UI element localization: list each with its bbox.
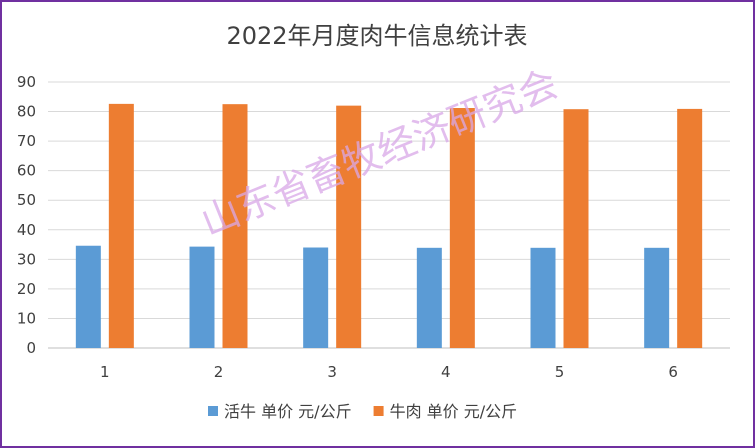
y-tick-label: 80: [17, 103, 36, 121]
y-axis-ticks: 0 10 20 30 40 50 60 70 80 90: [17, 73, 36, 357]
bar-series1-cat1: [75, 245, 101, 348]
legend-label: 活牛 单价 元/公斤: [224, 402, 352, 421]
legend-label: 牛肉 单价 元/公斤: [390, 402, 518, 421]
y-tick-label: 90: [17, 73, 36, 91]
y-tick-label: 70: [17, 132, 36, 150]
y-tick-label: 60: [17, 162, 36, 180]
x-tick-label: 1: [100, 363, 110, 381]
chart-title: 2022年月度肉牛信息统计表: [226, 22, 527, 50]
x-tick-label: 6: [668, 363, 678, 381]
legend: 活牛 单价 元/公斤 牛肉 单价 元/公斤: [208, 402, 517, 421]
x-tick-label: 5: [555, 363, 565, 381]
y-tick-label: 20: [17, 280, 36, 298]
legend-swatch: [373, 406, 384, 416]
legend-swatch: [208, 406, 218, 416]
x-tick-label: 2: [214, 363, 224, 381]
bar-series2-cat4: [449, 108, 475, 349]
bar-series1-cat4: [416, 247, 442, 348]
bar-series1-cat6: [644, 247, 670, 348]
x-axis-ticks: 1 2 3 4 5 6: [100, 363, 678, 381]
grid-lines: [48, 81, 730, 349]
bars-group: [75, 103, 703, 349]
bar-series2-cat1: [108, 103, 134, 348]
bar-series2-cat5: [563, 109, 589, 349]
x-tick-label: 3: [327, 363, 337, 381]
y-tick-label: 40: [17, 221, 36, 239]
y-tick-label: 0: [26, 339, 36, 357]
y-tick-label: 10: [17, 309, 36, 327]
y-tick-label: 30: [17, 250, 36, 268]
x-tick-label: 4: [441, 363, 451, 381]
bar-series2-cat3: [336, 105, 362, 349]
watermark-text: 山东省畜牧经济研究会: [195, 61, 564, 244]
bar-series2-cat2: [222, 104, 248, 349]
bar-series1-cat2: [189, 246, 215, 348]
bar-series2-cat6: [677, 108, 703, 348]
bar-series1-cat5: [530, 247, 556, 348]
bar-series1-cat3: [303, 247, 329, 348]
y-tick-label: 50: [17, 191, 36, 209]
